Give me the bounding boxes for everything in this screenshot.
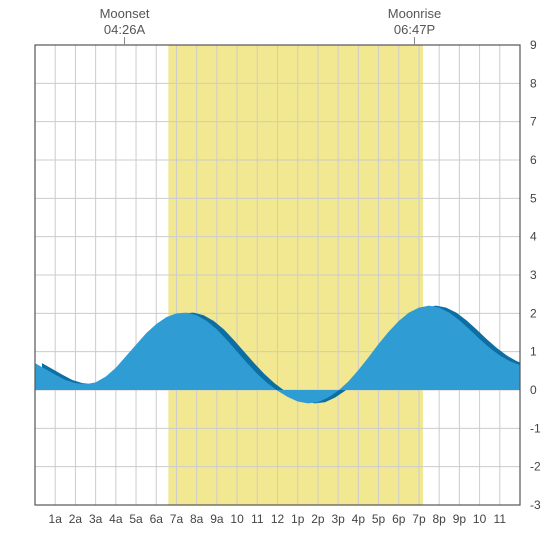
x-tick-label: 7a — [170, 512, 184, 526]
x-tick-label: 7p — [412, 512, 426, 526]
y-tick-label: 1 — [530, 345, 537, 359]
x-tick-label: 3p — [331, 512, 345, 526]
x-tick-label: 10 — [473, 512, 487, 526]
x-tick-label: 12 — [271, 512, 285, 526]
x-tick-label: 8a — [190, 512, 204, 526]
moonset-time: 04:26A — [104, 22, 146, 37]
x-tick-label: 11 — [251, 512, 264, 526]
y-tick-label: 3 — [530, 268, 537, 282]
y-tick-label: -2 — [530, 460, 541, 474]
y-tick-label: 7 — [530, 115, 537, 129]
y-tick-label: 0 — [530, 383, 537, 397]
x-tick-label: 10 — [230, 512, 244, 526]
y-tick-label: -3 — [530, 498, 541, 512]
y-tick-label: 9 — [530, 38, 537, 52]
y-tick-label: 6 — [530, 153, 537, 167]
tide-chart: 1a2a3a4a5a6a7a8a9a1011121p2p3p4p5p6p7p8p… — [0, 0, 550, 550]
x-tick-label: 8p — [432, 512, 446, 526]
y-tick-label: 4 — [530, 230, 537, 244]
x-tick-label: 9a — [210, 512, 224, 526]
x-tick-label: 11 — [494, 512, 507, 526]
x-tick-label: 6p — [392, 512, 406, 526]
moonset-label: Moonset — [100, 6, 150, 21]
y-tick-label: -1 — [530, 421, 541, 435]
x-tick-label: 5a — [129, 512, 143, 526]
y-axis-labels: -3 -2 -1 0 1 2 3 4 5 6 7 8 9 — [530, 38, 541, 512]
y-tick-label: 8 — [530, 76, 537, 90]
moonrise-time: 06:47P — [394, 22, 435, 37]
moonrise-label: Moonrise — [388, 6, 441, 21]
x-tick-label: 1a — [49, 512, 63, 526]
x-tick-label: 1p — [291, 512, 305, 526]
y-tick-label: 2 — [530, 306, 537, 320]
x-tick-label: 5p — [372, 512, 386, 526]
chart-svg: 1a2a3a4a5a6a7a8a9a1011121p2p3p4p5p6p7p8p… — [0, 0, 550, 550]
x-tick-label: 6a — [150, 512, 164, 526]
x-tick-label: 3a — [89, 512, 103, 526]
x-tick-label: 4a — [109, 512, 123, 526]
y-tick-label: 5 — [530, 191, 537, 205]
x-tick-label: 4p — [352, 512, 366, 526]
x-tick-label: 9p — [453, 512, 467, 526]
x-tick-label: 2p — [311, 512, 325, 526]
x-axis-labels: 1a 2a 3a 4a 5a 6a 7a 8a 9a 10 11 12 1p 2p 3p 4p 5p 6p 7p 8p… — [49, 512, 507, 526]
x-tick-label: 2a — [69, 512, 83, 526]
